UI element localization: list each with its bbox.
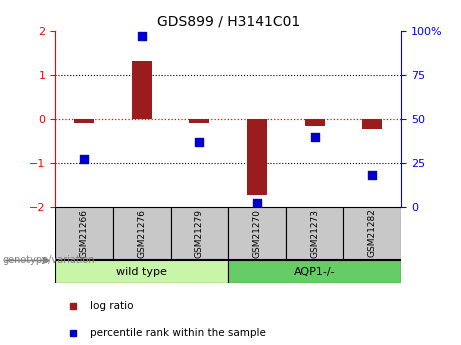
Point [138,33,146,39]
Bar [189,119,209,124]
Text: GSM21273: GSM21273 [310,208,319,257]
Text: GSM21266: GSM21266 [80,208,89,257]
Text: GSM21270: GSM21270 [253,208,261,257]
Point [80,157,88,162]
Point [311,134,318,139]
Bar [55,207,113,259]
Text: wild type: wild type [116,267,167,276]
Bar [228,260,401,283]
Text: AQP1-/-: AQP1-/- [294,267,336,276]
Title: GDS899 / H3141C01: GDS899 / H3141C01 [157,14,300,29]
Point [369,172,376,178]
Bar [113,207,171,259]
Point [254,201,261,206]
Bar [286,207,343,259]
Text: log ratio: log ratio [90,301,133,310]
Text: GSM21279: GSM21279 [195,208,204,257]
Bar [228,207,286,259]
Bar [74,119,94,124]
Bar [305,119,325,126]
Bar [55,260,228,283]
Text: GSM21282: GSM21282 [368,208,377,257]
Bar [132,61,152,119]
Text: GSM21276: GSM21276 [137,208,146,257]
Bar [171,207,228,259]
Bar [247,119,267,195]
Bar [343,207,401,259]
Text: genotype/variation: genotype/variation [2,256,95,265]
Text: percentile rank within the sample: percentile rank within the sample [90,328,266,338]
Point [195,139,203,145]
Bar [362,119,382,129]
